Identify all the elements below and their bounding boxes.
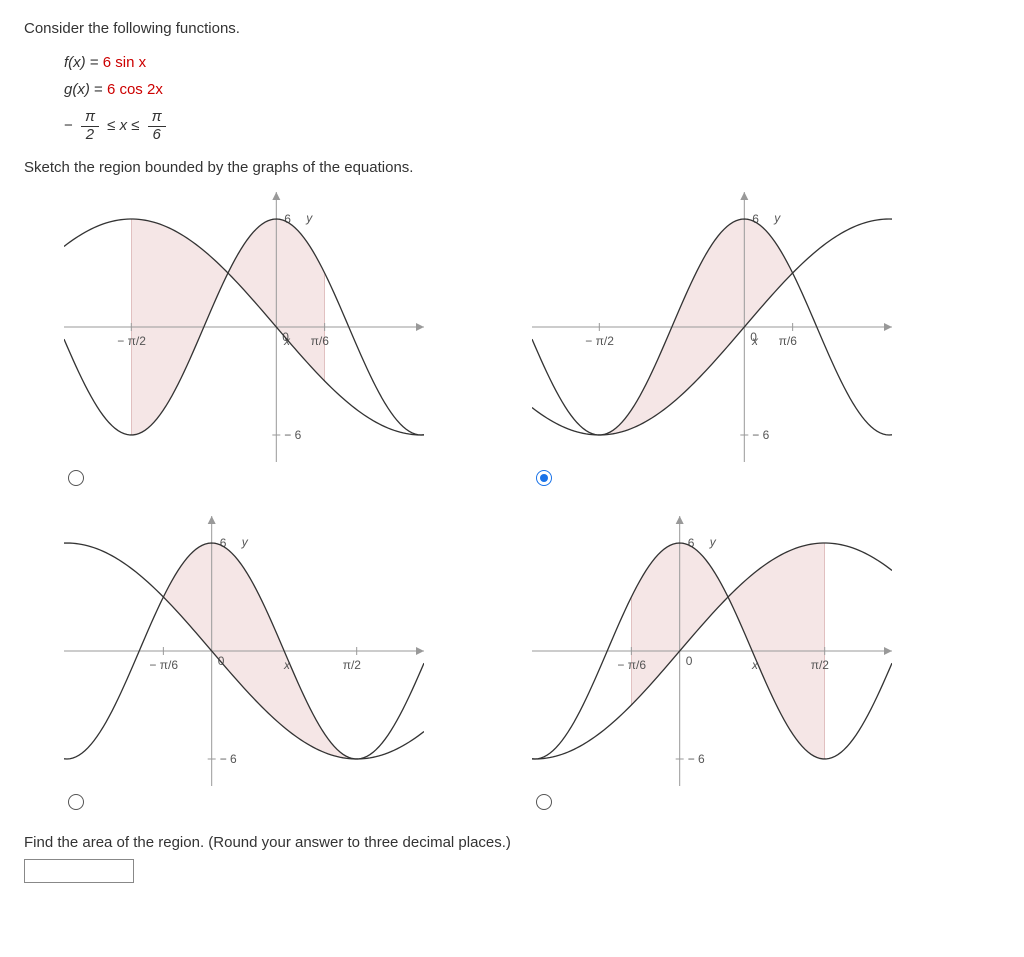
g-rhs: 6 cos 2x: [107, 81, 163, 98]
svg-text:− 6: − 6: [284, 428, 301, 442]
svg-text:y: y: [305, 211, 313, 225]
svg-text:− 6: − 6: [688, 752, 705, 766]
domain-mid: ≤ x ≤: [107, 117, 143, 134]
svg-text:− 6: − 6: [752, 428, 769, 442]
g-equation: g(x) = 6 cos 2x: [64, 76, 1000, 103]
intro-text: Consider the following functions.: [24, 20, 1000, 37]
radio-b[interactable]: [536, 470, 552, 486]
graph-b: xy− π/2π/66− 60: [532, 192, 892, 462]
neg-sign: −: [64, 117, 73, 134]
answer-input[interactable]: [24, 859, 134, 883]
radio-a[interactable]: [68, 470, 84, 486]
lhs-num: π: [81, 109, 99, 127]
svg-text:π/6: π/6: [311, 334, 330, 348]
svg-text:− π/2: − π/2: [117, 334, 146, 348]
option-d: xy− π/6π/26− 60: [532, 516, 960, 810]
radio-d[interactable]: [536, 794, 552, 810]
svg-text:π/2: π/2: [811, 658, 830, 672]
f-label: f(x): [64, 54, 86, 71]
f-rhs: 6 sin x: [103, 54, 146, 71]
lhs-den: 2: [81, 127, 99, 144]
option-a: xy− π/2π/66− 60: [64, 192, 492, 486]
svg-text:0: 0: [750, 330, 757, 344]
g-eq: =: [90, 81, 107, 98]
rhs-num: π: [148, 109, 166, 127]
f-eq: =: [86, 54, 103, 71]
final-prompt: Find the area of the region. (Round your…: [24, 834, 1000, 851]
svg-text:y: y: [773, 211, 781, 225]
svg-text:π/6: π/6: [779, 334, 798, 348]
f-equation: f(x) = 6 sin x: [64, 49, 1000, 76]
svg-text:y: y: [241, 535, 249, 549]
svg-text:− 6: − 6: [220, 752, 237, 766]
svg-text:0: 0: [686, 654, 693, 668]
g-label: g(x): [64, 81, 90, 98]
graph-a: xy− π/2π/66− 60: [64, 192, 424, 462]
options-grid: xy− π/2π/66− 60 xy− π/2π/66− 60 xy− π/6π…: [64, 192, 960, 810]
graph-c: xy− π/6π/26− 60: [64, 516, 424, 786]
rhs-den: 6: [148, 127, 166, 144]
sketch-instruction: Sketch the region bounded by the graphs …: [24, 159, 1000, 176]
radio-c[interactable]: [68, 794, 84, 810]
option-c: xy− π/6π/26− 60: [64, 516, 492, 810]
option-b: xy− π/2π/66− 60: [532, 192, 960, 486]
svg-text:− π/6: − π/6: [149, 658, 178, 672]
svg-text:y: y: [709, 535, 717, 549]
graph-d: xy− π/6π/26− 60: [532, 516, 892, 786]
svg-text:π/2: π/2: [343, 658, 362, 672]
svg-text:− π/2: − π/2: [585, 334, 614, 348]
equations-block: f(x) = 6 sin x g(x) = 6 cos 2x − π2 ≤ x …: [64, 49, 1000, 143]
domain-inequality: − π2 ≤ x ≤ π6: [64, 109, 1000, 143]
svg-text:− π/6: − π/6: [617, 658, 646, 672]
